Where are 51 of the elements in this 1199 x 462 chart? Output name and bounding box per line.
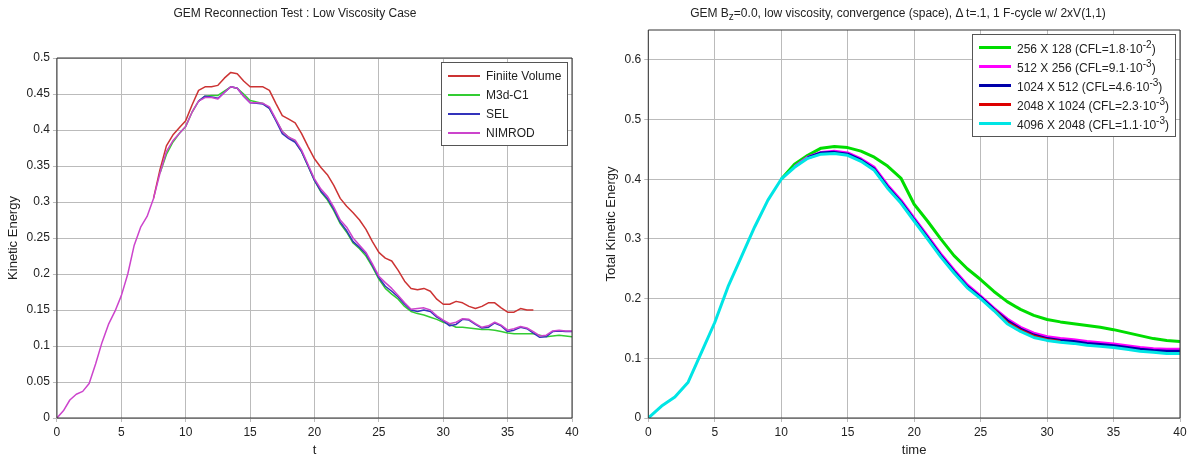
x-tick-label: 25 [372, 424, 386, 439]
y-tick-label: 0 [43, 410, 51, 425]
y-tick-label: 0.5 [624, 111, 642, 126]
legend-label: 256 X 128 (CFL=1.8·10$^{-2}$) [1017, 39, 1156, 56]
x-tick-label: 0 [644, 424, 652, 439]
x-axis-title: time [901, 441, 927, 457]
y-tick-label: 0.45 [26, 86, 51, 101]
y-tick-label: 0.1 [624, 350, 642, 365]
y-tick-label: 0.05 [26, 374, 51, 389]
y-tick-label: 0.35 [26, 158, 51, 173]
x-tick-label: 35 [1106, 424, 1121, 439]
legend-label: SEL [486, 106, 509, 121]
x-tick-label: 30 [436, 424, 451, 439]
legend-label: NIMROD [486, 125, 535, 140]
chart-title: GEM B$_{z}$=0.0, low viscosity, convergence (space), Δ t=.1, 1 F-cycle w/ 2xV(1,1) [689, 6, 1107, 23]
chart-title: GEM Reconnection Test : Low Viscosity Case [172, 6, 418, 20]
legend-label: M3d-C1 [486, 87, 529, 102]
x-axis-title: t [312, 441, 317, 457]
x-tick-label: 40 [1173, 424, 1187, 439]
x-tick-label: 25 [973, 424, 988, 439]
y-axis-title: Total Kinetic Energy [603, 166, 619, 282]
x-tick-label: 35 [500, 424, 515, 439]
y-tick-label: 0.1 [33, 338, 51, 353]
y-tick-label: 0.6 [624, 52, 642, 67]
y-tick-label: 0.3 [33, 194, 51, 209]
x-tick-label: 5 [117, 424, 125, 439]
legend-label: Finiite Volume [486, 68, 562, 83]
legend-label: 2048 X 1024 (CFL=2.3·10$^{-3}$) [1017, 96, 1170, 113]
x-tick-label: 0 [53, 424, 61, 439]
x-tick-label: 15 [841, 424, 855, 439]
x-tick-label: 20 [907, 424, 922, 439]
y-tick-label: 0.4 [33, 122, 51, 137]
x-tick-label: 5 [711, 424, 719, 439]
x-tick-label: 10 [179, 424, 193, 439]
y-tick-label: 0.2 [33, 266, 51, 281]
y-tick-label: 0.15 [26, 302, 51, 317]
x-tick-label: 10 [774, 424, 789, 439]
y-tick-label: 0.2 [624, 290, 642, 305]
y-tick-label: 0.3 [624, 231, 642, 246]
y-tick-label: 0.25 [26, 230, 51, 245]
x-tick-label: 40 [565, 424, 579, 439]
x-tick-label: 20 [307, 424, 322, 439]
legend-label: 4096 X 2048 (CFL=1.1·10$^{-3}$) [1017, 115, 1170, 132]
y-tick-label: 0.4 [624, 171, 642, 186]
legend-label: 512 X 256 (CFL=9.1·10$^{-3}$) [1017, 58, 1156, 75]
y-axis-title: Kinetic Energy [5, 195, 21, 280]
y-tick-label: 0 [634, 410, 642, 425]
x-tick-label: 30 [1040, 424, 1055, 439]
y-tick-label: 0.5 [33, 50, 51, 65]
x-tick-label: 15 [243, 424, 258, 439]
legend-label: 1024 X 512 (CFL=4.6·10$^{-3}$) [1017, 77, 1163, 94]
